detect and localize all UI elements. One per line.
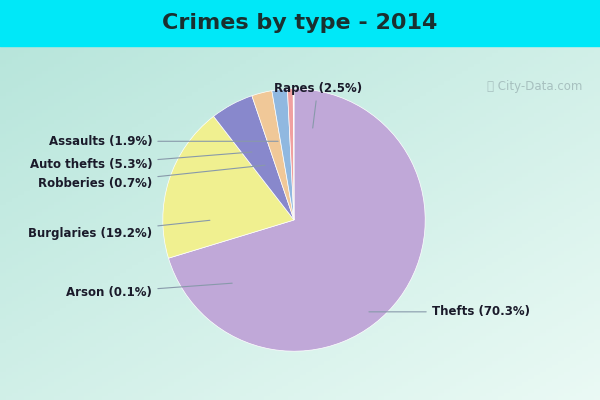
Wedge shape (163, 116, 294, 258)
Wedge shape (287, 89, 294, 220)
Wedge shape (169, 89, 425, 351)
Text: Burglaries (19.2%): Burglaries (19.2%) (28, 220, 210, 240)
Text: ⓘ City-Data.com: ⓘ City-Data.com (487, 80, 582, 93)
Text: Assaults (1.9%): Assaults (1.9%) (49, 135, 278, 148)
Text: Thefts (70.3%): Thefts (70.3%) (369, 305, 530, 318)
Wedge shape (293, 89, 294, 220)
Text: Auto thefts (5.3%): Auto thefts (5.3%) (29, 152, 252, 171)
Wedge shape (272, 89, 294, 220)
Text: Crimes by type - 2014: Crimes by type - 2014 (163, 13, 437, 33)
Wedge shape (214, 96, 294, 220)
Text: Rapes (2.5%): Rapes (2.5%) (274, 82, 362, 128)
Wedge shape (252, 91, 294, 220)
Text: Arson (0.1%): Arson (0.1%) (67, 283, 232, 299)
Text: Robberies (0.7%): Robberies (0.7%) (38, 165, 265, 190)
